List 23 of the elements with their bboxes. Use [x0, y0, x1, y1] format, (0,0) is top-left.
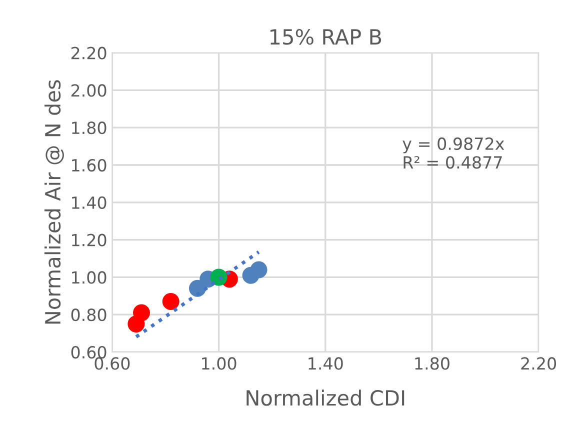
annotation: y = 0.9872x: [402, 137, 504, 154]
y-tick-label: 1.20: [72, 234, 106, 246]
x-tick-label: 2.20: [521, 357, 556, 370]
point: [210, 268, 228, 286]
y-tick-label: 1.40: [72, 196, 106, 209]
y-tick-label: 0.60: [71, 346, 106, 359]
point: [133, 304, 150, 322]
y-tick-label: 2.20: [71, 46, 106, 60]
y-tick-label: 1.60: [72, 158, 106, 172]
x-tick-label: 1.00: [202, 357, 236, 370]
y-tick-label: 2.00: [71, 84, 106, 97]
y-tick-label: 0.80: [71, 308, 106, 322]
point: [162, 293, 180, 310]
point: [250, 261, 268, 278]
x-tick-label: 1.80: [415, 357, 450, 370]
annotation: R² = 0.4877: [404, 156, 502, 169]
chart-title: 15% RAP B: [270, 29, 382, 45]
x-tick-label: 0.60: [94, 357, 130, 370]
y-tick-label: 1.00: [72, 271, 106, 284]
x-axis-title: Normalized CDI: [246, 390, 404, 406]
y-tick-label: 1.80: [72, 122, 106, 134]
x-tick-label: 1.40: [308, 357, 343, 370]
y-axis-title: Normalized Air @ N des: [44, 80, 64, 324]
